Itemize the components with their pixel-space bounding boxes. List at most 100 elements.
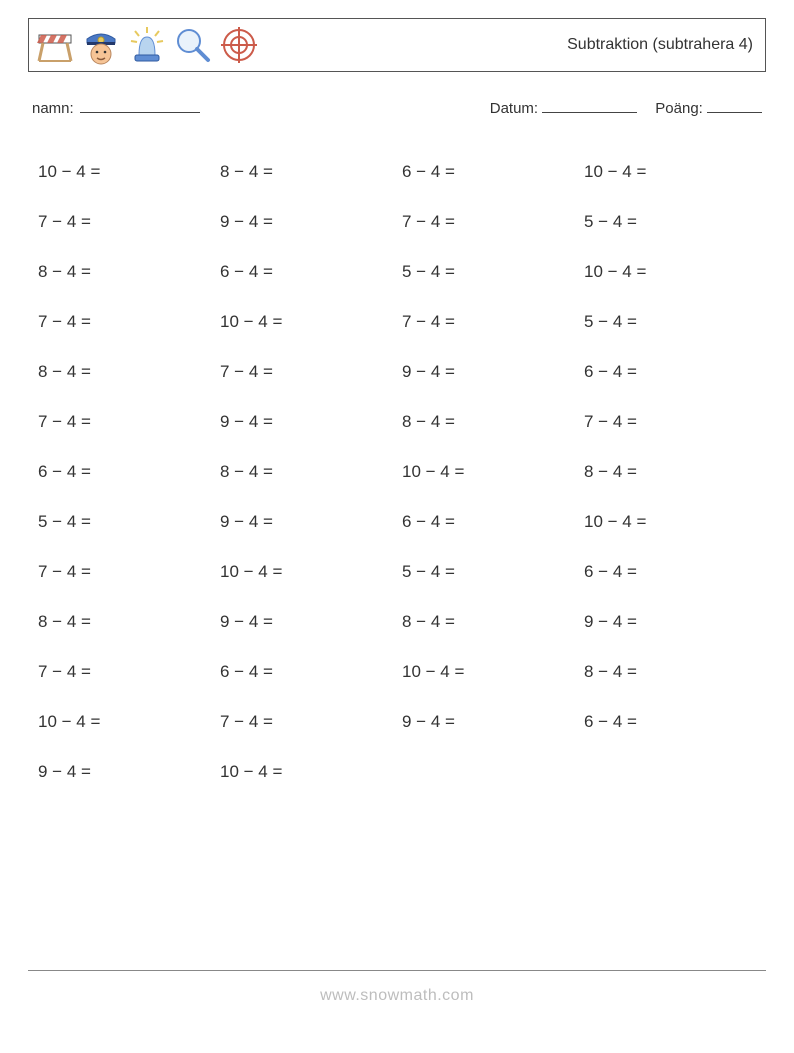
expression: 10 − 4 = — [402, 662, 464, 682]
expression: 10 − 4 = — [220, 562, 282, 582]
expression: 10 − 4 = — [584, 262, 646, 282]
problem-cell: 8 − 4 = — [38, 347, 220, 397]
problem-cell: 10 − 4 = — [402, 647, 584, 697]
problem-cell — [402, 747, 584, 797]
problem-cell: 5 − 4 = — [402, 547, 584, 597]
expression: 8 − 4 = — [402, 612, 455, 632]
expression: 10 − 4 = — [220, 762, 282, 782]
score-blank[interactable] — [707, 98, 762, 113]
siren-icon — [127, 25, 167, 65]
footer-line — [28, 970, 766, 971]
expression: 9 − 4 = — [220, 212, 273, 232]
problem-cell: 10 − 4 = — [220, 747, 402, 797]
header-box: Subtraktion (subtrahera 4) — [28, 18, 766, 72]
problem-cell: 6 − 4 = — [220, 247, 402, 297]
problem-cell: 8 − 4 = — [584, 647, 766, 697]
problem-cell: 10 − 4 = — [402, 447, 584, 497]
expression: 7 − 4 = — [38, 412, 91, 432]
expression: 10 − 4 = — [402, 462, 464, 482]
problem-cell: 10 − 4 = — [584, 147, 766, 197]
problem-cell: 6 − 4 = — [584, 347, 766, 397]
expression: 7 − 4 = — [38, 662, 91, 682]
problem-cell: 10 − 4 = — [220, 297, 402, 347]
problem-cell: 6 − 4 = — [220, 647, 402, 697]
problem-cell: 7 − 4 = — [584, 397, 766, 447]
expression: 7 − 4 = — [402, 212, 455, 232]
expression: 6 − 4 = — [220, 262, 273, 282]
expression: 7 − 4 = — [38, 312, 91, 332]
expression: 7 − 4 = — [584, 412, 637, 432]
problem-cell: 5 − 4 = — [584, 297, 766, 347]
meta-date: Datum: — [490, 98, 638, 117]
problem-cell: 10 − 4 = — [584, 497, 766, 547]
expression: 9 − 4 = — [220, 412, 273, 432]
magnifier-icon — [173, 25, 213, 65]
header-icons — [35, 25, 259, 65]
expression: 9 − 4 = — [220, 512, 273, 532]
expression: 6 − 4 = — [38, 462, 91, 482]
problem-cell: 10 − 4 = — [38, 147, 220, 197]
problem-cell: 8 − 4 = — [402, 397, 584, 447]
name-label: namn: — [32, 100, 74, 117]
expression: 6 − 4 = — [402, 512, 455, 532]
problem-cell — [584, 747, 766, 797]
problem-cell: 8 − 4 = — [38, 597, 220, 647]
expression: 5 − 4 = — [402, 262, 455, 282]
expression: 9 − 4 = — [584, 612, 637, 632]
meta-score: Poäng: — [655, 98, 762, 117]
expression: 8 − 4 = — [402, 412, 455, 432]
problem-cell: 9 − 4 = — [220, 497, 402, 547]
expression: 7 − 4 = — [402, 312, 455, 332]
problem-cell: 9 − 4 = — [402, 347, 584, 397]
problem-cell: 7 − 4 = — [402, 197, 584, 247]
expression: 10 − 4 = — [38, 162, 100, 182]
expression: 9 − 4 = — [38, 762, 91, 782]
page: Subtraktion (subtrahera 4) namn: Datum: … — [0, 0, 794, 1053]
problem-cell: 7 − 4 = — [38, 397, 220, 447]
problem-cell: 8 − 4 = — [220, 447, 402, 497]
expression: 7 − 4 = — [38, 212, 91, 232]
expression: 7 − 4 = — [220, 362, 273, 382]
expression: 8 − 4 = — [38, 612, 91, 632]
problems-grid: 10 − 4 =8 − 4 =6 − 4 =10 − 4 =7 − 4 =9 −… — [28, 147, 766, 797]
expression: 6 − 4 = — [220, 662, 273, 682]
problem-cell: 10 − 4 = — [38, 697, 220, 747]
date-blank[interactable] — [542, 98, 637, 113]
expression: 10 − 4 = — [38, 712, 100, 732]
expression: 8 − 4 = — [38, 362, 91, 382]
problem-cell: 5 − 4 = — [584, 197, 766, 247]
expression: 9 − 4 = — [402, 362, 455, 382]
name-blank[interactable] — [80, 98, 200, 113]
problem-cell: 8 − 4 = — [402, 597, 584, 647]
problem-cell: 7 − 4 = — [220, 347, 402, 397]
problem-cell: 6 − 4 = — [584, 697, 766, 747]
expression: 8 − 4 = — [584, 462, 637, 482]
expression: 5 − 4 = — [402, 562, 455, 582]
problem-cell: 6 − 4 = — [402, 497, 584, 547]
problem-cell: 5 − 4 = — [402, 247, 584, 297]
problem-cell: 5 − 4 = — [38, 497, 220, 547]
problem-cell: 10 − 4 = — [584, 247, 766, 297]
expression: 6 − 4 = — [584, 362, 637, 382]
meta-right: Datum: Poäng: — [490, 98, 762, 117]
problem-cell: 7 − 4 = — [402, 297, 584, 347]
problem-cell: 9 − 4 = — [38, 747, 220, 797]
problem-cell: 6 − 4 = — [584, 547, 766, 597]
expression: 7 − 4 = — [38, 562, 91, 582]
crosshair-icon — [219, 25, 259, 65]
expression: 10 − 4 = — [220, 312, 282, 332]
worksheet-title: Subtraktion (subtrahera 4) — [567, 36, 753, 54]
problem-cell: 8 − 4 = — [220, 147, 402, 197]
problem-cell: 8 − 4 = — [38, 247, 220, 297]
expression: 10 − 4 = — [584, 162, 646, 182]
problem-cell: 8 − 4 = — [584, 447, 766, 497]
expression: 8 − 4 = — [220, 162, 273, 182]
problem-cell: 7 − 4 = — [38, 547, 220, 597]
score-label: Poäng: — [655, 100, 703, 117]
expression: 8 − 4 = — [220, 462, 273, 482]
expression: 6 − 4 = — [584, 562, 637, 582]
roadblock-icon — [35, 25, 75, 65]
expression: 8 − 4 = — [584, 662, 637, 682]
problem-cell: 9 − 4 = — [584, 597, 766, 647]
police-icon — [81, 25, 121, 65]
